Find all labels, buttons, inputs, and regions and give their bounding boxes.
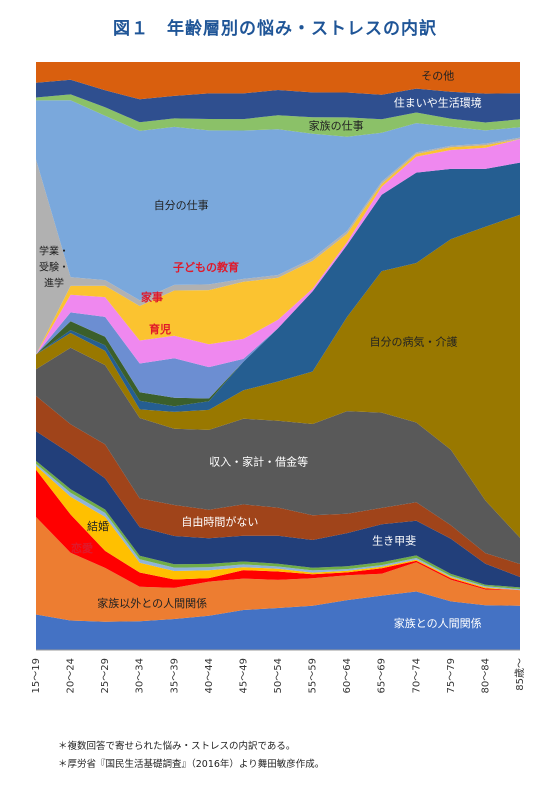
series-label-18: 住まいや生活環境 bbox=[394, 95, 482, 109]
area-9 bbox=[36, 214, 520, 538]
annotation-7: 子どもの教育 bbox=[173, 260, 239, 274]
area-1 bbox=[36, 517, 520, 622]
series-label-6: 生き甲斐 bbox=[372, 533, 416, 547]
x-tick-label: 65～69 bbox=[377, 658, 388, 693]
annotation-4: 結婚 bbox=[87, 519, 109, 533]
annotation-6: 育児 bbox=[149, 322, 171, 336]
note-2: ＊厚労省『国民生活基礎調査』（2016年）より舞田敏彦作成。 bbox=[58, 759, 325, 770]
note-1: ＊複数回答で寄せられた悩み・ストレスの内訳である。 bbox=[58, 741, 296, 752]
x-tick-label: 80～84 bbox=[480, 658, 491, 693]
x-tick-label: 45～49 bbox=[238, 658, 249, 693]
x-tick-label: 35～39 bbox=[169, 658, 180, 693]
x-tick-label: 40～44 bbox=[204, 658, 215, 693]
area-13 bbox=[36, 139, 520, 368]
x-tick-label: 20～24 bbox=[66, 658, 77, 693]
annotation-5: 家事 bbox=[141, 290, 163, 304]
x-tick-label: 25～29 bbox=[100, 658, 111, 693]
area-16 bbox=[36, 100, 520, 301]
area-19 bbox=[36, 62, 520, 100]
area-10 bbox=[36, 162, 520, 412]
annotation-2: 進学 bbox=[44, 276, 64, 289]
label-layer: 家族との人間関係 家族以外との人間関係 生き甲斐 自由時間がない 収入・家計・借金等 自分… bbox=[39, 69, 482, 630]
series-label-19: その他 bbox=[421, 69, 454, 82]
x-tick-label: 50～54 bbox=[273, 658, 284, 693]
x-axis: 15～19 20～24 25～29 30～34 35～39 40～44 45～49 50～54… bbox=[31, 649, 526, 693]
x-tick-label: 60～64 bbox=[342, 658, 353, 693]
area-17 bbox=[36, 94, 520, 137]
annotation-1: 受験・ bbox=[39, 260, 69, 273]
area-18 bbox=[36, 79, 520, 123]
notes: ＊複数回答で寄せられた悩み・ストレスの内訳である。 ＊厚労省『国民生活基礎調査』… bbox=[58, 738, 324, 774]
series-label-17: 家族の仕事 bbox=[309, 119, 364, 133]
annotation-3: 恋愛 bbox=[71, 541, 93, 555]
x-tick-label: 55～59 bbox=[308, 658, 319, 693]
series-label-8: 収入・家計・借金等 bbox=[209, 455, 308, 469]
x-tick-label: 85歳～ bbox=[514, 658, 526, 691]
x-tick-label: 75～79 bbox=[446, 658, 457, 693]
area-6 bbox=[36, 431, 520, 588]
x-tick-label: 15～19 bbox=[31, 658, 42, 693]
series-label-7: 自由時間がない bbox=[181, 515, 258, 529]
x-tick-label: 30～34 bbox=[135, 658, 146, 693]
annotation-0: 学業・ bbox=[39, 244, 69, 257]
series-label-1: 家族以外との人間関係 bbox=[97, 596, 207, 610]
x-tick-label: 70～74 bbox=[411, 658, 422, 693]
area-0 bbox=[36, 591, 520, 650]
series-label-16: 自分の仕事 bbox=[154, 199, 209, 212]
series-label-9: 自分の病気・介護 bbox=[370, 335, 458, 349]
chart-title: 図１ 年齢層別の悩み・ストレスの内訳 bbox=[113, 19, 437, 39]
area-layer bbox=[36, 62, 520, 650]
area-8 bbox=[36, 347, 520, 564]
area-14 bbox=[36, 139, 520, 355]
series-label-0: 家族との人間関係 bbox=[394, 616, 482, 630]
